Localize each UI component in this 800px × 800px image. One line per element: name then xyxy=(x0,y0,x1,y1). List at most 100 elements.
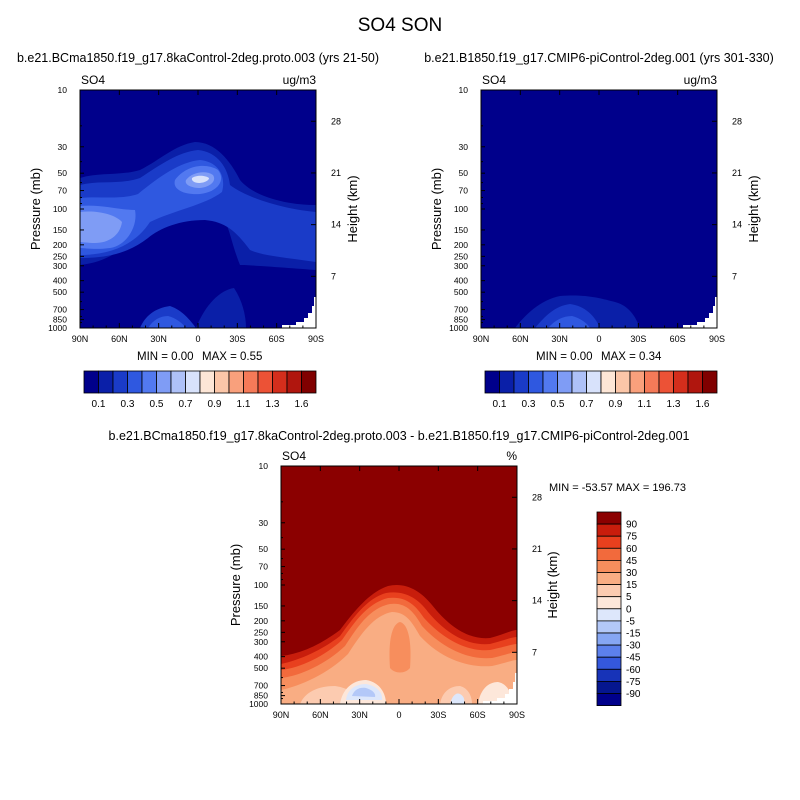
pressure-tick-label: 1000 xyxy=(249,699,268,709)
latitude-tick-label: 90N xyxy=(473,334,490,344)
difference-panel: b.e21.BCma1850.f19_g17.8kaControl-2deg.p… xyxy=(109,429,690,720)
height-tick-label: 7 xyxy=(732,271,737,281)
left-colorbar: 0.1 0.3 0.5 0.7 0.9 1.1 1.3 1.6 xyxy=(83,370,317,410)
colorbar-swatch xyxy=(673,370,689,394)
colorbar-swatch xyxy=(596,644,622,658)
pressure-tick-label: 200 xyxy=(254,616,268,626)
colorbar-label: 0.5 xyxy=(551,399,565,410)
colorbar-swatch xyxy=(596,632,622,646)
colorbar-label: 1.1 xyxy=(638,399,652,410)
pressure-tick-label: 700 xyxy=(454,305,468,315)
colorbar-swatch xyxy=(141,370,157,394)
pressure-tick-label: 400 xyxy=(254,652,268,662)
colorbar-label: 0.9 xyxy=(208,399,222,410)
height-tick-label: 14 xyxy=(732,220,742,230)
pressure-tick-label: 850 xyxy=(53,315,67,325)
colorbar-swatch xyxy=(596,596,622,610)
difference-contour-level-6 xyxy=(389,622,411,673)
pressure-tick-label: 10 xyxy=(459,85,469,95)
height-tick-label: 21 xyxy=(532,544,542,554)
left-field-label: SO4 xyxy=(81,73,105,87)
difference-minmax-label: MIN = -53.57 MAX = 196.73 xyxy=(549,482,686,494)
colorbar-swatch xyxy=(571,370,587,394)
pressure-tick-label: 30 xyxy=(459,142,469,152)
height-tick-label: 21 xyxy=(331,168,341,178)
latitude-tick-label: 90S xyxy=(308,334,324,344)
pressure-tick-label: 500 xyxy=(254,663,268,673)
latitude-tick-label: 60N xyxy=(111,334,128,344)
pressure-tick-label: 30 xyxy=(259,518,269,528)
colorbar-swatch xyxy=(127,370,143,394)
colorbar-label: 0.1 xyxy=(493,399,507,410)
right-colorbar: 0.1 0.3 0.5 0.7 0.9 1.1 1.3 1.6 xyxy=(484,370,718,410)
pressure-tick-label: 250 xyxy=(454,251,468,261)
colorbar-label: -60 xyxy=(626,665,641,676)
colorbar-swatch xyxy=(596,681,622,694)
pressure-tick-label: 70 xyxy=(259,562,269,572)
pressure-tick-label: 150 xyxy=(254,601,268,611)
latitude-tick-label: 90N xyxy=(273,710,290,720)
colorbar-swatch xyxy=(687,370,703,394)
latitude-tick-label: 0 xyxy=(195,334,200,344)
colorbar-label: 45 xyxy=(626,556,638,567)
difference-y-axis-right-title: Height (km) xyxy=(545,551,560,618)
colorbar-label: -75 xyxy=(626,677,641,688)
colorbar-label: 0.3 xyxy=(522,399,536,410)
colorbar-swatch xyxy=(596,535,622,549)
pressure-tick-label: 10 xyxy=(58,85,68,95)
colorbar-label: -5 xyxy=(626,616,635,627)
colorbar-swatch xyxy=(615,370,631,394)
left-missing-data-region xyxy=(282,297,316,328)
colorbar-swatch xyxy=(185,370,201,394)
colorbar-swatch xyxy=(586,370,602,394)
right-units-label: ug/m3 xyxy=(684,73,718,87)
colorbar-swatch xyxy=(629,370,645,394)
colorbar-swatch xyxy=(243,370,259,394)
colorbar-label: 0.1 xyxy=(92,399,106,410)
pressure-tick-label: 100 xyxy=(254,580,268,590)
colorbar-label: 1.1 xyxy=(237,399,251,410)
latitude-tick-label: 90S xyxy=(709,334,725,344)
colorbar-swatch xyxy=(596,572,622,586)
colorbar-swatch xyxy=(596,547,622,561)
right-panel: b.e21.B1850.f19_g17.CMIP6-piControl-2deg… xyxy=(424,51,774,410)
difference-missing-data-region xyxy=(483,673,517,704)
colorbar-label: -30 xyxy=(626,641,641,652)
pressure-tick-label: 400 xyxy=(53,276,67,286)
colorbar-swatch xyxy=(286,370,302,394)
height-tick-label: 28 xyxy=(732,116,742,126)
colorbar-swatch xyxy=(214,370,230,394)
colorbar-label: 75 xyxy=(626,532,638,543)
colorbar-swatch xyxy=(596,511,622,525)
colorbar-swatch xyxy=(644,370,660,394)
pressure-tick-label: 30 xyxy=(58,142,68,152)
pressure-tick-label: 400 xyxy=(454,276,468,286)
difference-axis-ticks: 1030507010015020025030040050070085010002… xyxy=(249,461,542,720)
right-panel-title: b.e21.B1850.f19_g17.CMIP6-piControl-2deg… xyxy=(424,51,774,65)
latitude-tick-label: 30S xyxy=(430,710,446,720)
left-contour-level-12 xyxy=(196,288,246,328)
colorbar-swatch xyxy=(272,370,288,394)
left-panel: b.e21.BCma1850.f19_g17.8kaControl-2deg.p… xyxy=(17,51,379,410)
colorbar-label: -45 xyxy=(626,653,641,664)
latitude-tick-label: 0 xyxy=(396,710,401,720)
right-contour-field xyxy=(481,90,717,328)
colorbar-swatch xyxy=(702,370,718,394)
pressure-tick-label: 500 xyxy=(53,287,67,297)
height-tick-label: 14 xyxy=(331,220,341,230)
latitude-tick-label: 30S xyxy=(229,334,245,344)
colorbar-swatch xyxy=(600,370,616,394)
colorbar-swatch xyxy=(596,620,622,634)
right-missing-data-region xyxy=(683,297,717,328)
colorbar-swatch xyxy=(484,370,500,394)
pressure-tick-label: 50 xyxy=(58,168,68,178)
pressure-tick-label: 10 xyxy=(259,461,269,471)
difference-field-label: SO4 xyxy=(282,449,306,463)
colorbar-label: 1.3 xyxy=(667,399,681,410)
pressure-tick-label: 250 xyxy=(53,251,67,261)
colorbar-swatch xyxy=(596,668,622,682)
latitude-tick-label: 30N xyxy=(150,334,167,344)
latitude-tick-label: 0 xyxy=(596,334,601,344)
colorbar-label: 0.9 xyxy=(609,399,623,410)
